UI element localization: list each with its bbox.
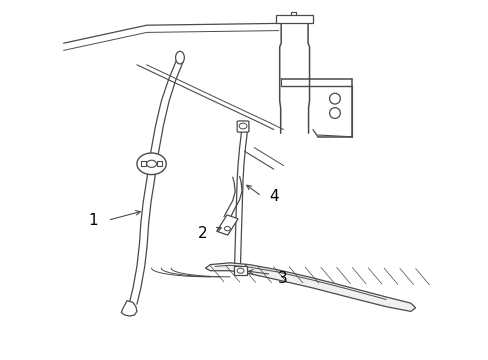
Ellipse shape <box>175 51 184 64</box>
Bar <box>238 122 248 131</box>
Circle shape <box>137 153 166 175</box>
Ellipse shape <box>329 108 340 118</box>
Polygon shape <box>205 263 415 311</box>
Circle shape <box>239 123 246 129</box>
Text: 3: 3 <box>277 271 287 286</box>
Circle shape <box>146 160 156 167</box>
Text: 4: 4 <box>268 189 278 204</box>
Text: 1: 1 <box>88 213 98 228</box>
Bar <box>234 266 246 275</box>
Bar <box>141 161 145 166</box>
Ellipse shape <box>329 93 340 104</box>
Text: 2: 2 <box>198 226 207 241</box>
Polygon shape <box>216 215 238 235</box>
Polygon shape <box>121 301 137 316</box>
FancyBboxPatch shape <box>237 121 248 132</box>
Circle shape <box>237 268 244 273</box>
Circle shape <box>224 226 230 231</box>
Bar <box>157 161 162 166</box>
Bar <box>276 15 312 23</box>
